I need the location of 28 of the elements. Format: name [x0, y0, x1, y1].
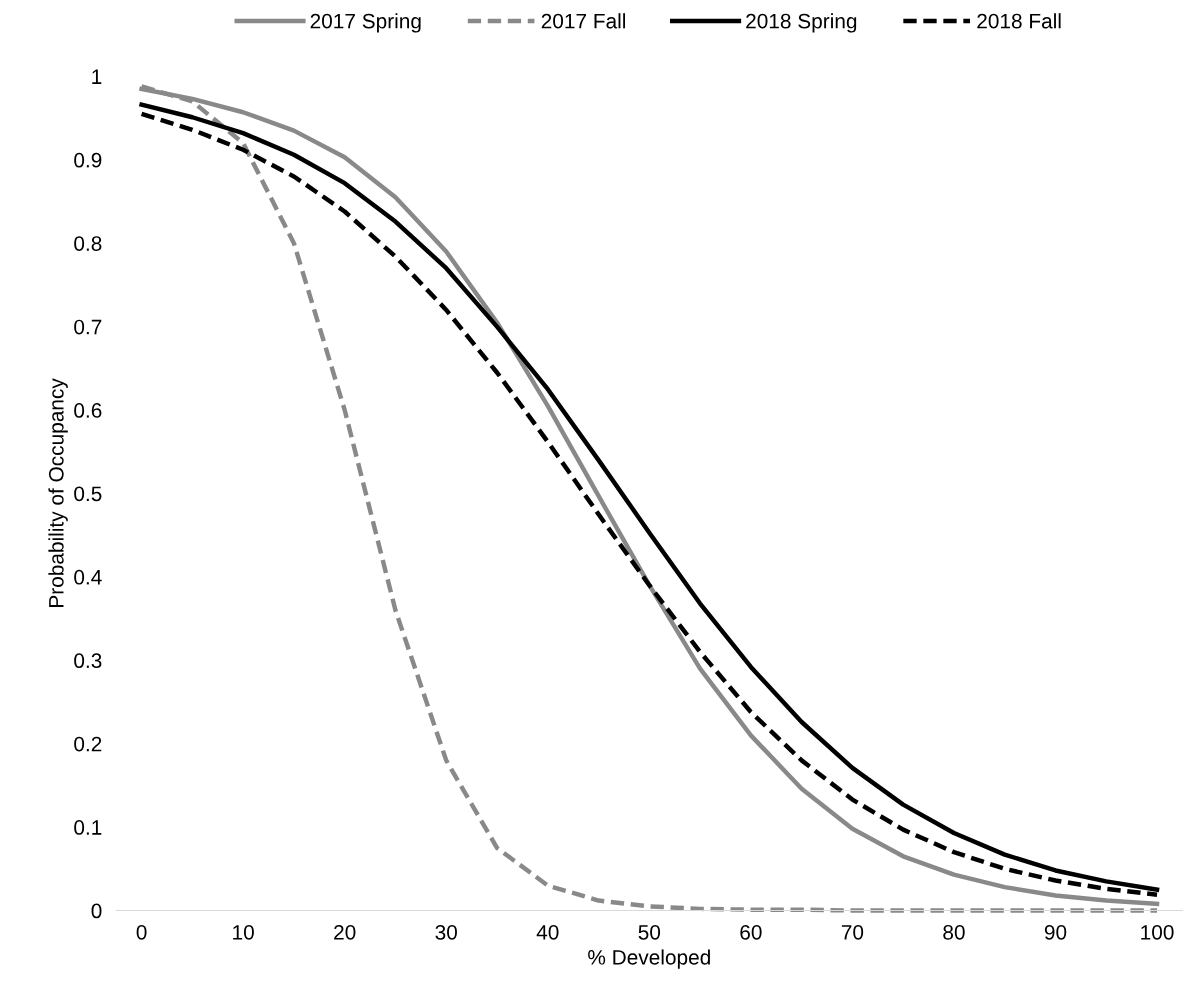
y-tick-label: 0.3: [74, 653, 102, 669]
x-tick-label: 40: [536, 924, 559, 940]
x-tick-label: 0: [136, 924, 147, 940]
x-tick-label: 80: [943, 924, 965, 940]
x-tick-label: 90: [1044, 924, 1067, 940]
y-tick-label: 0.6: [74, 403, 102, 418]
y-tick-label: 0.8: [74, 236, 102, 251]
x-tick-label: 20: [334, 924, 356, 940]
legend-label: 2018 Spring: [746, 13, 857, 33]
x-tick-label: 30: [435, 924, 457, 940]
x-axis-title: % Developed: [588, 949, 710, 969]
x-tick-label: 70: [841, 924, 864, 940]
y-tick-label: 0.4: [74, 569, 102, 585]
y-tick-label: 0: [91, 903, 102, 919]
x-tick-label: 50: [638, 924, 661, 940]
legend-label: 2018 Fall: [977, 13, 1061, 29]
y-tick-label: 0.5: [74, 486, 102, 502]
legend-label: 2017 Fall: [541, 13, 626, 29]
x-tick-label: 60: [740, 924, 762, 940]
x-tick-label: 100: [1141, 924, 1174, 940]
y-tick-label: 0.2: [74, 736, 102, 752]
y-tick-label: 0.1: [74, 820, 102, 835]
y-tick-label: 1: [92, 69, 102, 84]
x-tick-label: 10: [233, 924, 254, 940]
y-axis-title: Probability of Occupancy: [48, 378, 68, 607]
legend-label: 2017 Spring: [310, 13, 421, 33]
y-tick-label: 0.9: [74, 152, 102, 168]
y-tick-label: 0.7: [74, 319, 102, 335]
